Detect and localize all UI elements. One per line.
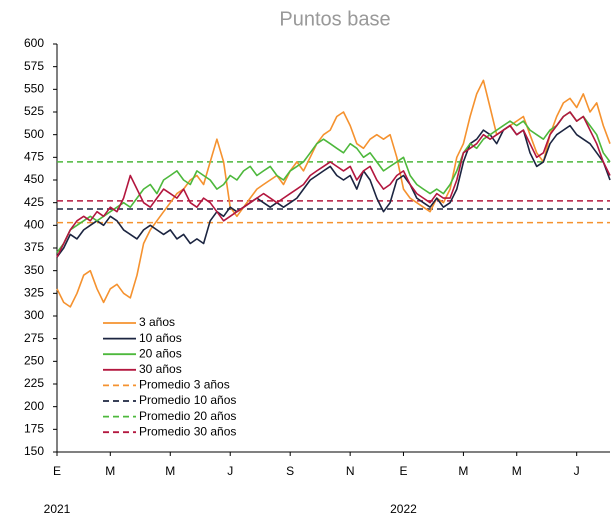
- x-tick-label: M: [458, 464, 468, 478]
- x-tick-label: J: [227, 464, 233, 478]
- y-tick-label: 225: [24, 376, 44, 390]
- series-line: [56, 111, 611, 253]
- x-tick-label: N: [346, 464, 355, 478]
- y-tick-label: 250: [24, 354, 44, 368]
- y-tick-label: 575: [24, 59, 44, 73]
- y-tick-label: 500: [24, 127, 44, 141]
- y-tick-label: 300: [24, 308, 44, 322]
- y-tick-label: 475: [24, 150, 44, 164]
- x-tick-label: J: [574, 464, 580, 478]
- legend-label: 10 años: [139, 331, 182, 345]
- x-tick-label: M: [512, 464, 522, 478]
- x-tick-label: M: [165, 464, 175, 478]
- x-tick-label: M: [105, 464, 115, 478]
- legend-label: Promedio 3 años: [139, 378, 230, 392]
- x-tick-label: E: [399, 464, 407, 478]
- legend-label: Promedio 10 años: [139, 393, 236, 407]
- y-tick-label: 600: [24, 36, 44, 50]
- legend-label: 30 años: [139, 362, 182, 376]
- y-tick-label: 450: [24, 172, 44, 186]
- y-tick-label: 550: [24, 82, 44, 96]
- y-tick-label: 425: [24, 195, 44, 209]
- y-tick-label: 375: [24, 240, 44, 254]
- legend-label: Promedio 20 años: [139, 409, 236, 423]
- y-tick-label: 275: [24, 331, 44, 345]
- chart-title: Puntos base: [279, 8, 390, 30]
- y-tick-label: 175: [24, 422, 44, 436]
- legend-label: 3 años: [139, 315, 175, 329]
- x-tick-label: S: [286, 464, 294, 478]
- y-tick-label: 525: [24, 104, 44, 118]
- y-tick-label: 400: [24, 218, 44, 232]
- y-tick-label: 350: [24, 263, 44, 277]
- series-line: [56, 111, 611, 258]
- series-line: [56, 79, 611, 308]
- x-tick-label: E: [53, 464, 61, 478]
- y-tick-label: 325: [24, 286, 44, 300]
- y-tick-label: 200: [24, 399, 44, 413]
- x-group-label: 2022: [390, 502, 417, 516]
- legend-label: Promedio 30 años: [139, 424, 236, 438]
- y-tick-label: 150: [24, 444, 44, 458]
- x-group-label: 2021: [44, 502, 71, 516]
- legend-label: 20 años: [139, 346, 182, 360]
